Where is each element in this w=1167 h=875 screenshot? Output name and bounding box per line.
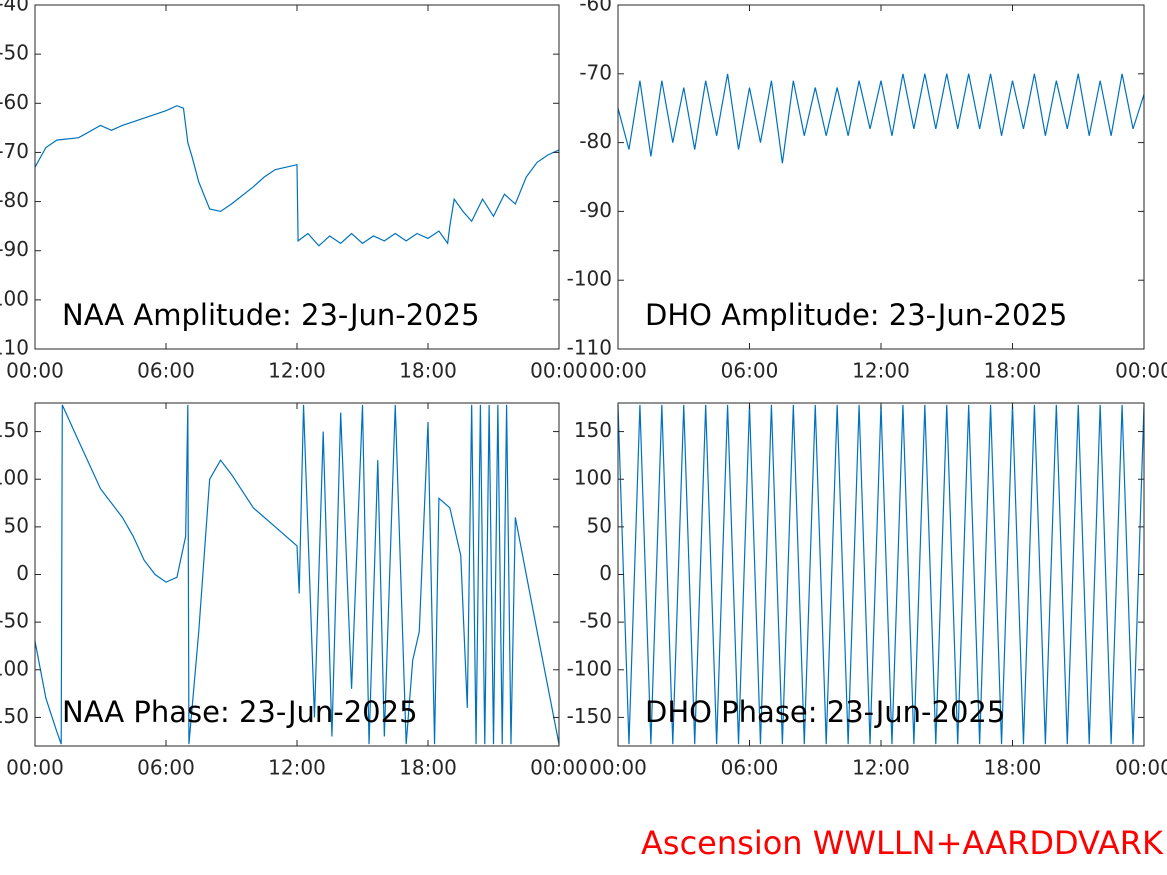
x-tick-label: 00:00 <box>1115 756 1167 780</box>
y-tick-label: -80 <box>579 129 612 153</box>
x-tick-label: 00:00 <box>1115 359 1167 383</box>
y-tick-label: -50 <box>579 609 612 633</box>
x-tick-label: 18:00 <box>984 359 1042 383</box>
y-tick-label: -150 <box>567 704 612 728</box>
panel: -40-50-60-70-80-90-100-11000:0006:0012:0… <box>0 0 588 383</box>
y-tick-label: -110 <box>0 336 29 360</box>
plot-area <box>618 5 1144 349</box>
x-tick-label: 00:00 <box>589 359 647 383</box>
y-tick-label: 100 <box>574 466 612 490</box>
x-tick-label: 12:00 <box>268 756 326 780</box>
y-tick-label: 50 <box>587 513 612 537</box>
x-tick-label: 06:00 <box>721 359 779 383</box>
y-tick-label: 50 <box>4 513 29 537</box>
y-tick-label: 150 <box>574 418 612 442</box>
x-tick-label: 18:00 <box>399 756 457 780</box>
y-tick-label: -70 <box>579 60 612 84</box>
y-tick-label: -50 <box>0 41 29 65</box>
x-tick-label: 00:00 <box>589 756 647 780</box>
x-tick-label: 18:00 <box>984 756 1042 780</box>
y-tick-label: 0 <box>16 561 29 585</box>
panel-title: DHO Phase: 23-Jun-2025 <box>645 695 1005 729</box>
panel-title: DHO Amplitude: 23-Jun-2025 <box>645 298 1067 332</box>
x-tick-label: 00:00 <box>6 756 64 780</box>
data-line <box>34 404 560 745</box>
data-line <box>617 73 1145 164</box>
y-tick-label: -100 <box>567 267 612 291</box>
y-tick-label: 0 <box>599 561 612 585</box>
panel: 150 100 50 0 -50 -100 -150 00:00 06:00 12:00 18:00… <box>0 402 588 780</box>
panel-title: NAA Amplitude: 23-Jun-2025 <box>62 298 480 332</box>
x-tick-label: 06:00 <box>721 756 779 780</box>
y-tick-label: -80 <box>0 188 29 212</box>
x-tick-label: 18:00 <box>399 359 457 383</box>
y-tick-label: -100 <box>567 656 612 680</box>
y-tick-label: -60 <box>579 0 612 16</box>
y-tick-label: 100 <box>0 466 29 490</box>
x-tick-label: 06:00 <box>137 756 195 780</box>
x-tick-label: 00:00 <box>6 359 64 383</box>
x-tick-label: 00:00 <box>530 756 588 780</box>
y-tick-label: -100 <box>0 286 29 310</box>
y-tick-label: -40 <box>0 0 29 16</box>
y-tick-label: -150 <box>0 704 29 728</box>
y-tick-label: -110 <box>567 336 612 360</box>
y-tick-label: -70 <box>0 139 29 163</box>
y-tick-label: -100 <box>0 656 29 680</box>
panel: 150 100 50 0 -50 -100 -150 00:00 06:00 12:00 18:00… <box>567 402 1167 780</box>
plot-area <box>35 403 559 746</box>
panel-title: NAA Phase: 23-Jun-2025 <box>62 695 418 729</box>
x-tick-label: 12:00 <box>268 359 326 383</box>
x-tick-label: 00:00 <box>530 359 588 383</box>
x-tick-label: 06:00 <box>137 359 195 383</box>
y-tick-label: -50 <box>0 609 29 633</box>
data-line <box>34 105 560 247</box>
y-tick-label: -90 <box>579 198 612 222</box>
plot-area <box>618 403 1144 746</box>
footer: Ascension WWLLN+AARDDVARK <box>641 824 1164 862</box>
y-tick-label: -90 <box>0 237 29 261</box>
x-tick-label: 12:00 <box>852 359 910 383</box>
x-tick-label: 12:00 <box>852 756 910 780</box>
y-tick-label: -60 <box>0 90 29 114</box>
y-tick-label: 150 <box>0 418 29 442</box>
